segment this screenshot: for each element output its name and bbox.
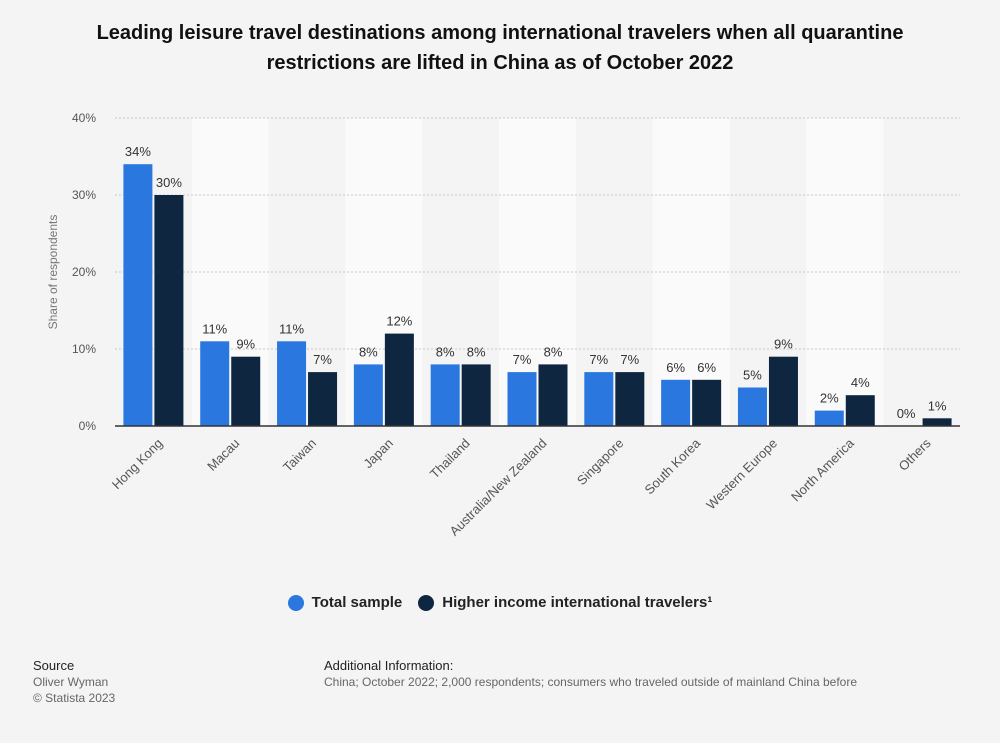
bar-total-sample xyxy=(814,410,844,426)
bar-total-sample xyxy=(584,372,614,426)
y-tick-label: 40% xyxy=(72,111,96,125)
bar-higher-income xyxy=(538,364,568,426)
data-label: 9% xyxy=(236,337,255,352)
legend-dot-icon xyxy=(287,594,304,611)
bar-higher-income xyxy=(922,418,952,426)
legend-label: Higher income international travelers¹ xyxy=(442,594,713,611)
data-label: 6% xyxy=(697,360,716,375)
data-label: 6% xyxy=(666,360,685,375)
x-tick-label: South Korea xyxy=(642,435,704,497)
bar-higher-income xyxy=(461,364,491,426)
bar-total-sample xyxy=(507,372,537,426)
data-label: 9% xyxy=(774,337,793,352)
y-tick-label: 0% xyxy=(79,419,97,433)
bar-higher-income xyxy=(845,395,875,426)
bar-higher-income xyxy=(231,356,261,426)
y-tick-label: 30% xyxy=(72,188,96,202)
info-text: China; October 2022; 2,000 respondents; … xyxy=(324,675,857,689)
x-tick-label: Thailand xyxy=(427,436,473,482)
y-tick-label: 10% xyxy=(72,342,96,356)
bar-higher-income xyxy=(615,372,645,426)
legend-item-total-sample[interactable]: Total sample xyxy=(287,594,403,611)
bar-total-sample xyxy=(277,341,307,426)
source-label: Source xyxy=(33,658,75,673)
bar-total-sample xyxy=(353,364,383,426)
data-label: 11% xyxy=(202,321,227,336)
bar-higher-income xyxy=(692,379,722,426)
footer-additional-info: Additional Information: China; October 2… xyxy=(324,658,857,690)
data-label: 5% xyxy=(743,368,762,383)
bar-total-sample xyxy=(737,387,767,426)
x-tick-label: Japan xyxy=(360,436,396,472)
data-label: 0% xyxy=(897,406,916,421)
data-label: 7% xyxy=(589,352,608,367)
data-label: 7% xyxy=(513,352,532,367)
x-tick-label: Taiwan xyxy=(280,436,319,475)
chart-title: Leading leisure travel destinations amon… xyxy=(96,22,904,74)
chart-legend: Total sample Higher income international… xyxy=(0,594,1000,611)
data-label: 7% xyxy=(620,352,639,367)
legend-dot-icon xyxy=(418,594,435,611)
bar-higher-income xyxy=(384,333,414,426)
x-tick-label: Hong Kong xyxy=(109,436,166,493)
x-tick-label: Singapore xyxy=(574,436,627,489)
x-tick-label: Others xyxy=(896,435,935,474)
bar-total-sample xyxy=(200,341,230,426)
bar-total-sample xyxy=(430,364,460,426)
y-tick-label: 20% xyxy=(72,265,96,279)
data-label: 4% xyxy=(851,375,870,390)
data-label: 30% xyxy=(156,175,182,190)
y-axis-label: Share of respondents xyxy=(46,215,60,330)
data-label: 11% xyxy=(279,321,304,336)
legend-item-higher-income[interactable]: Higher income international travelers¹ xyxy=(418,594,712,611)
legend-label: Total sample xyxy=(311,594,403,611)
x-tick-label: Western Europe xyxy=(703,436,780,513)
bar-higher-income xyxy=(768,356,798,426)
data-label: 8% xyxy=(436,344,455,359)
bar-total-sample xyxy=(123,164,153,426)
bar-higher-income xyxy=(308,372,338,426)
data-label: 8% xyxy=(359,344,378,359)
data-label: 8% xyxy=(467,344,486,359)
data-label: 12% xyxy=(386,314,412,329)
data-label: 8% xyxy=(544,344,563,359)
copyright[interactable]: © Statista 2023 xyxy=(33,691,116,705)
x-tick-label: North America xyxy=(788,435,857,504)
source-name[interactable]: Oliver Wyman xyxy=(33,675,109,689)
x-tick-label: Macau xyxy=(204,436,242,474)
data-label: 7% xyxy=(313,352,332,367)
bar-total-sample xyxy=(661,379,691,426)
data-label: 2% xyxy=(820,391,839,406)
data-label: 34% xyxy=(125,144,151,159)
data-label: 1% xyxy=(928,398,947,413)
footer-source: Source Oliver Wyman © Statista 2023 xyxy=(33,658,115,706)
bar-higher-income xyxy=(154,195,184,426)
info-label[interactable]: Additional Information: xyxy=(324,658,454,673)
bar-chart: 0% 10% 20% 30% 40% Share of respondents 34% 30%… xyxy=(46,111,960,539)
